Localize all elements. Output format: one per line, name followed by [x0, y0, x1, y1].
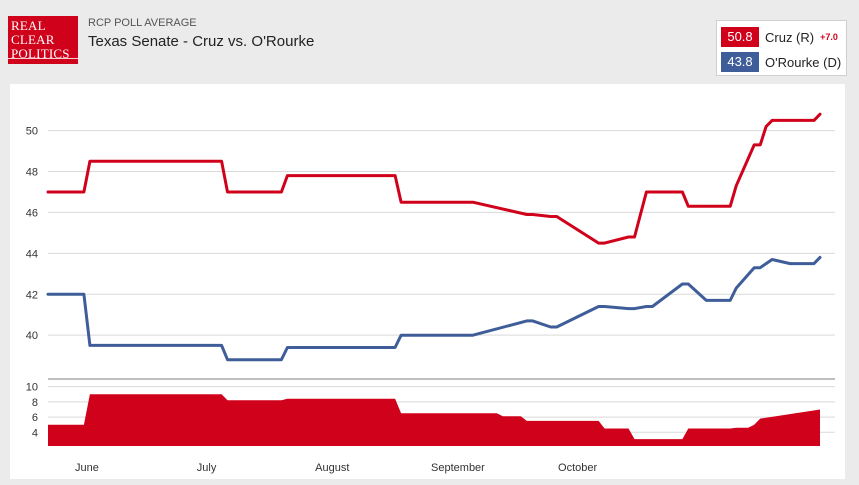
y-tick-label: 6: [32, 412, 38, 424]
cruz-value-badge: 50.8: [721, 27, 759, 47]
chart-panel: 40 42 44 46 48 50 4 6 8 10 June July August September…: [10, 84, 845, 479]
x-tick-label: October: [558, 462, 597, 474]
legend-item-orourke[interactable]: 43.8 O'Rourke (D): [721, 52, 841, 72]
y-tick-label: 44: [26, 248, 38, 260]
rcp-logo: REAL CLEAR POLITICS: [8, 16, 78, 64]
orourke-value-badge: 43.8: [721, 52, 759, 72]
chart-subtitle: RCP POLL AVERAGE: [88, 17, 197, 29]
y-tick-label: 10: [26, 382, 38, 394]
x-tick-label: August: [315, 462, 349, 474]
x-tick-label: September: [431, 462, 485, 474]
legend-item-cruz[interactable]: 50.8 Cruz (R) +7.0: [721, 27, 838, 47]
cruz-label: Cruz (R): [765, 29, 815, 45]
legend: 50.8 Cruz (R) +7.0 43.8 O'Rourke (D): [716, 20, 847, 76]
y-tick-label: 42: [26, 289, 38, 301]
x-tick-label: June: [75, 462, 99, 474]
y-tick-label: 46: [26, 207, 38, 219]
logo-line: POLITICS: [11, 46, 70, 61]
orourke-label: O'Rourke (D): [765, 54, 842, 70]
logo-line: CLEAR: [11, 32, 55, 47]
y-tick-label: 4: [32, 427, 38, 439]
y-tick-label: 8: [32, 397, 38, 409]
chart-header: REAL CLEAR POLITICS RCP POLL AVERAGE Tex…: [0, 0, 859, 82]
cruz-line[interactable]: [46, 112, 822, 245]
cruz-spread: +7.0: [820, 32, 838, 42]
chart-title: Texas Senate - Cruz vs. O'Rourke: [88, 33, 315, 50]
x-tick-label: July: [197, 462, 217, 474]
logo-rule: [8, 58, 78, 59]
y-tick-label: 50: [26, 126, 38, 138]
y-tick-label: 40: [26, 330, 38, 342]
spread-area[interactable]: [48, 394, 820, 446]
y-tick-label: 48: [26, 167, 38, 179]
orourke-line[interactable]: [46, 255, 822, 362]
logo-line: REAL: [11, 18, 46, 33]
